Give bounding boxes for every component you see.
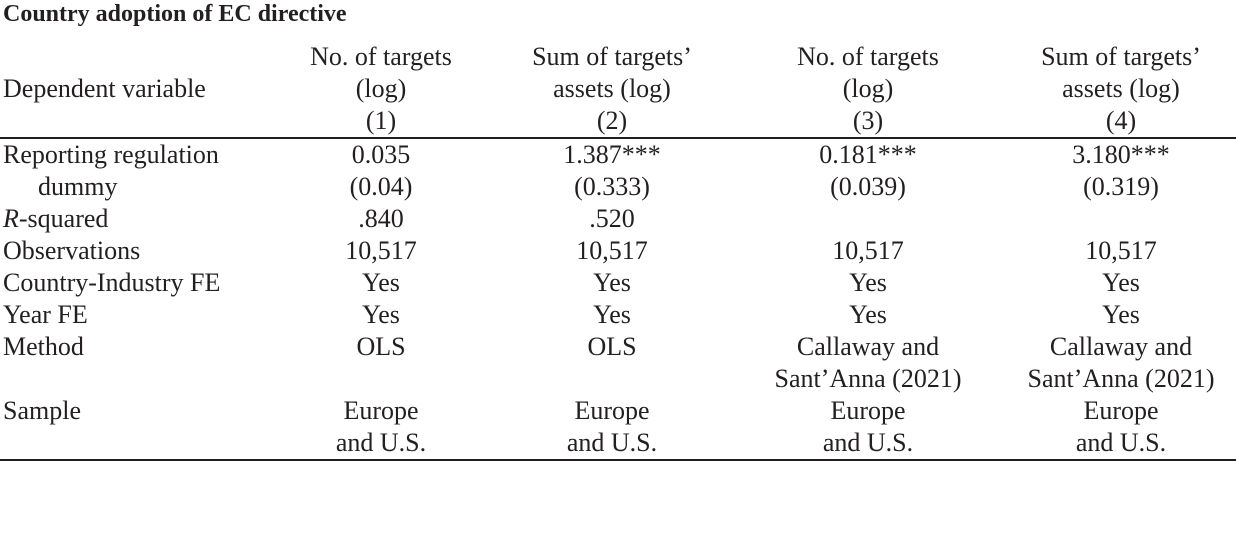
se-cell: (0.04) xyxy=(349,172,413,201)
method-line1: Callaway and xyxy=(796,332,940,361)
value-cell: Yes xyxy=(362,268,400,297)
column-header-line1: No. of targets xyxy=(310,42,452,71)
r-rest: -squared xyxy=(18,204,109,233)
column-header-line1: Sum of targets’ xyxy=(1041,42,1201,71)
bottom-rule xyxy=(0,458,1236,461)
sample-cell: Europe and U.S. xyxy=(1006,395,1236,459)
se-cell: (0.319) xyxy=(1083,172,1159,201)
method-line2: Sant’Anna (2021) xyxy=(1027,364,1215,393)
column-header-line2: (log) xyxy=(842,74,894,103)
column-number: (4) xyxy=(1105,106,1137,135)
method-line1: Callaway and xyxy=(1049,332,1193,361)
row-label: dummy xyxy=(38,172,118,201)
row-label: Country-Industry FE xyxy=(3,268,221,297)
sample-cell: Europe and U.S. xyxy=(268,395,494,459)
dependent-variable-label: Dependent variable xyxy=(3,74,206,103)
row-label: R-squared xyxy=(0,203,268,235)
method-cell: OLS xyxy=(494,331,730,395)
row-label: Method xyxy=(3,332,84,361)
table-row-reporting-coef: Reporting regulation 0.035 1.387*** 0.18… xyxy=(0,138,1236,171)
sample-line1: Europe xyxy=(1083,396,1159,425)
column-number: (1) xyxy=(365,106,397,135)
se-cell: (0.333) xyxy=(574,172,650,201)
sample-line1: Europe xyxy=(343,396,419,425)
value-cell: .840 xyxy=(358,204,404,233)
coef-cell: 1.387*** xyxy=(563,140,661,169)
coef-cell: 3.180*** xyxy=(1072,140,1170,169)
sample-cell: Europe and U.S. xyxy=(494,395,730,459)
value-cell: .520 xyxy=(589,204,635,233)
sample-cell: Europe and U.S. xyxy=(730,395,1006,459)
sample-line2: and U.S. xyxy=(1075,428,1167,457)
value-cell: Yes xyxy=(1102,268,1140,297)
table-row-reporting-se: dummy (0.04) (0.333) (0.039) (0.319) xyxy=(0,171,1236,203)
method-cell: Callaway and Sant’Anna (2021) xyxy=(1006,331,1236,395)
table-row-year-fe: Year FE Yes Yes Yes Yes xyxy=(0,299,1236,331)
column-header-1: No. of targets (log) (1) xyxy=(268,41,494,137)
row-label: Year FE xyxy=(3,300,88,329)
value-cell xyxy=(1006,203,1236,235)
row-label: Sample xyxy=(3,396,81,425)
value-cell: 10,517 xyxy=(345,236,417,265)
column-header-line2: (log) xyxy=(355,74,407,103)
method-cell: Callaway and Sant’Anna (2021) xyxy=(730,331,1006,395)
se-cell: (0.039) xyxy=(830,172,906,201)
sample-line2: and U.S. xyxy=(335,428,427,457)
column-header-2: Sum of targets’ assets (log) (2) xyxy=(494,41,730,137)
coef-cell: 0.035 xyxy=(351,140,411,169)
value-cell: 10,517 xyxy=(1085,236,1157,265)
row-label: Reporting regulation xyxy=(3,140,219,169)
column-header-line2: assets (log) xyxy=(553,74,671,103)
value-cell xyxy=(730,203,1006,235)
sample-line1: Europe xyxy=(830,396,906,425)
r-italic: R xyxy=(3,204,19,233)
header-row: Dependent variable No. of targets (log) … xyxy=(0,41,1236,137)
value-cell: Yes xyxy=(1102,300,1140,329)
row-label: Observations xyxy=(3,236,141,265)
table-row-sample: Sample Europe and U.S. Europe and U.S. E… xyxy=(0,395,1236,459)
column-header-line2: assets (log) xyxy=(1062,74,1180,103)
value-cell: Yes xyxy=(593,300,631,329)
method-line2: Sant’Anna (2021) xyxy=(774,364,962,393)
sample-line2: and U.S. xyxy=(566,428,658,457)
column-number: (3) xyxy=(852,106,884,135)
method-cell: OLS xyxy=(268,331,494,395)
value-cell: Yes xyxy=(849,300,887,329)
table-row-method: Method OLS OLS Callaway and Sant’Anna (2… xyxy=(0,331,1236,395)
column-header-line1: Sum of targets’ xyxy=(532,42,692,71)
table-title: Country adoption of EC directive xyxy=(3,1,347,27)
method-line1: OLS xyxy=(356,332,406,361)
sample-line2: and U.S. xyxy=(822,428,914,457)
value-cell: Yes xyxy=(362,300,400,329)
column-header-3: No. of targets (log) (3) xyxy=(730,41,1006,137)
column-header-line1: No. of targets xyxy=(797,42,939,71)
table-row-country-industry-fe: Country-Industry FE Yes Yes Yes Yes xyxy=(0,267,1236,299)
value-cell: Yes xyxy=(849,268,887,297)
table-row-r-squared: R-squared .840 .520 xyxy=(0,203,1236,235)
value-cell: 10,517 xyxy=(832,236,904,265)
column-number: (2) xyxy=(596,106,628,135)
column-header-4: Sum of targets’ assets (log) (4) xyxy=(1006,41,1236,137)
value-cell: 10,517 xyxy=(576,236,648,265)
regression-table: Dependent variable No. of targets (log) … xyxy=(0,41,1236,461)
value-cell: Yes xyxy=(593,268,631,297)
sample-line1: Europe xyxy=(574,396,650,425)
method-line1: OLS xyxy=(587,332,637,361)
coef-cell: 0.181*** xyxy=(819,140,917,169)
table-row-observations: Observations 10,517 10,517 10,517 10,517 xyxy=(0,235,1236,267)
